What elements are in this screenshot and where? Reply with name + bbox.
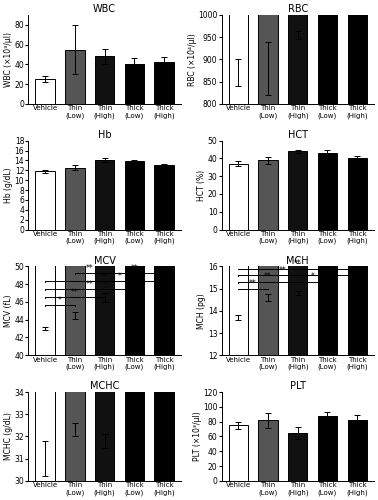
Bar — [229, 164, 248, 230]
Bar — [318, 153, 337, 230]
Bar — [258, 160, 277, 230]
Bar — [65, 0, 85, 355]
Bar — [347, 0, 367, 104]
Bar — [95, 0, 114, 355]
Bar — [258, 30, 277, 355]
Y-axis label: HCT (%): HCT (%) — [197, 170, 206, 200]
Bar — [155, 0, 174, 481]
Y-axis label: MCV (fL): MCV (fL) — [4, 294, 13, 327]
Text: **: ** — [264, 272, 272, 281]
Bar — [155, 166, 174, 230]
Bar — [65, 50, 85, 104]
Y-axis label: RBC (×10⁴/μl): RBC (×10⁴/μl) — [187, 33, 197, 86]
Bar — [125, 0, 144, 355]
Bar — [347, 33, 367, 355]
Title: MCHC: MCHC — [90, 382, 119, 392]
Bar — [125, 0, 144, 481]
Bar — [288, 26, 307, 355]
Text: **: ** — [86, 264, 94, 273]
Bar — [288, 152, 307, 230]
Text: *: * — [58, 296, 62, 305]
Bar — [318, 416, 337, 481]
Title: MCV: MCV — [94, 256, 116, 266]
Title: RBC: RBC — [288, 4, 308, 14]
Bar — [288, 433, 307, 481]
Bar — [229, 50, 248, 355]
Text: **: ** — [249, 279, 257, 288]
Text: *: * — [118, 272, 121, 281]
Text: **: ** — [86, 280, 94, 289]
Text: **: ** — [71, 288, 79, 297]
Bar — [288, 0, 307, 104]
Bar — [36, 0, 55, 355]
Bar — [95, 56, 114, 104]
Bar — [347, 420, 367, 481]
Text: **: ** — [279, 266, 287, 275]
Bar — [125, 162, 144, 230]
Bar — [95, 160, 114, 230]
Bar — [318, 33, 337, 355]
Text: **: ** — [101, 272, 108, 281]
Bar — [36, 0, 55, 481]
Bar — [318, 0, 337, 104]
Bar — [229, 0, 248, 104]
Bar — [36, 79, 55, 104]
Text: *: * — [311, 272, 314, 281]
Title: MCH: MCH — [287, 256, 309, 266]
Title: HCT: HCT — [288, 130, 308, 140]
Bar — [65, 0, 85, 481]
Text: **: ** — [294, 259, 302, 268]
Bar — [258, 420, 277, 481]
Y-axis label: WBC (×10³/μl): WBC (×10³/μl) — [4, 32, 13, 87]
Y-axis label: MCH (pg): MCH (pg) — [197, 293, 206, 328]
Title: Hb: Hb — [98, 130, 112, 140]
Title: WBC: WBC — [93, 4, 116, 14]
Y-axis label: PLT (×10³/μl): PLT (×10³/μl) — [192, 412, 201, 462]
Bar — [125, 64, 144, 104]
Bar — [155, 62, 174, 104]
Bar — [95, 0, 114, 481]
Y-axis label: MCHC (g/dL): MCHC (g/dL) — [4, 412, 13, 461]
Y-axis label: Hb (g/dL): Hb (g/dL) — [4, 168, 13, 203]
Bar — [229, 426, 248, 481]
Text: **: ** — [130, 264, 138, 273]
Bar — [36, 172, 55, 230]
Bar — [155, 0, 174, 355]
Bar — [258, 0, 277, 104]
Text: **: ** — [324, 266, 332, 275]
Bar — [347, 158, 367, 230]
Bar — [65, 168, 85, 230]
Title: PLT: PLT — [290, 382, 306, 392]
